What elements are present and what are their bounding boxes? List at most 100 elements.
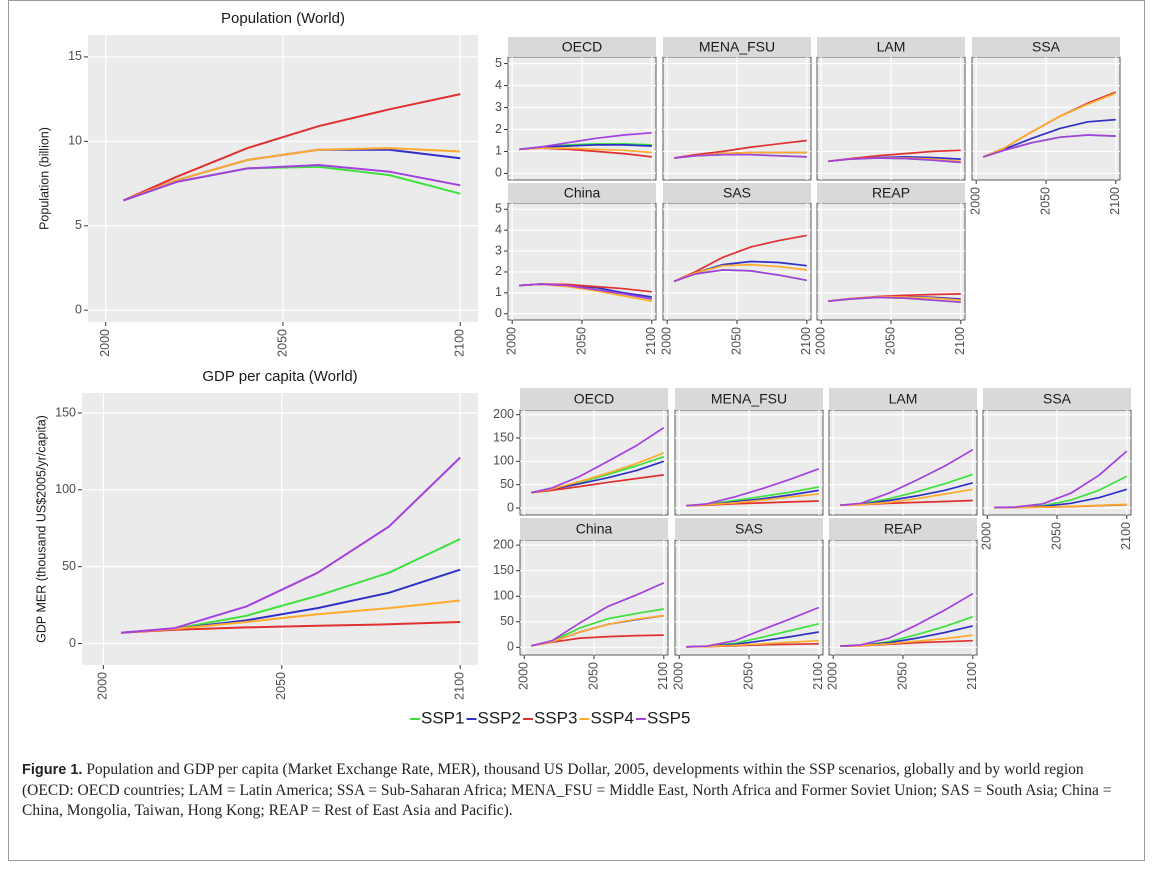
- x-tick-label: 2100: [452, 672, 466, 700]
- x-tick-label: 2000: [813, 327, 827, 355]
- x-tick-label: 2000: [671, 662, 685, 690]
- caption-label: Figure 1.: [22, 762, 83, 778]
- y-tick-label: 100: [55, 482, 76, 496]
- strip: [972, 37, 1120, 57]
- series-line: [123, 147, 461, 202]
- series-line: [982, 134, 1116, 158]
- series-line: [531, 426, 665, 494]
- strip-label: OECD: [574, 391, 614, 407]
- x-tick-label: 2000: [96, 672, 110, 700]
- series-line: [123, 164, 461, 202]
- y-tick-label: 10: [68, 134, 82, 148]
- series-line: [686, 606, 820, 648]
- series-line: [982, 92, 1117, 158]
- strip: [829, 388, 977, 410]
- series-line: [530, 582, 665, 647]
- series-line: [674, 139, 807, 159]
- strip: [675, 518, 823, 540]
- caption: Figure 1. Population and GDP per capita …: [22, 760, 1134, 822]
- x-tick-label: 2050: [274, 672, 288, 700]
- strip: [829, 518, 977, 540]
- figure-frame: [8, 0, 1145, 861]
- x-tick-label: 2100: [656, 662, 670, 690]
- series-line: [519, 147, 652, 154]
- y-tick-label: 3: [495, 243, 502, 257]
- x-tick-label: 2000: [516, 662, 530, 690]
- strip-label: China: [576, 521, 613, 537]
- y-tick-label: 5: [75, 218, 82, 232]
- x-tick-label: 2000: [98, 329, 112, 357]
- y-tick-label: 100: [493, 454, 514, 468]
- series-line: [121, 456, 461, 634]
- y-tick-label: 150: [493, 430, 514, 444]
- chart-title: GDP per capita (World): [202, 368, 357, 385]
- series-line: [840, 488, 973, 507]
- y-tick-label: 100: [493, 589, 514, 603]
- y-axis-label: Population (billion): [37, 127, 51, 230]
- x-tick-label: 2100: [1119, 522, 1133, 550]
- series-line: [531, 474, 664, 494]
- x-tick-label: 2100: [453, 329, 467, 357]
- x-tick-label: 2100: [644, 327, 658, 355]
- strip: [520, 518, 668, 540]
- series-line: [840, 592, 974, 647]
- series-line: [828, 296, 961, 304]
- y-tick-label: 1: [495, 144, 502, 158]
- y-tick-label: 50: [500, 614, 514, 628]
- y-tick-label: 200: [493, 537, 514, 551]
- strip-label: MENA_FSU: [699, 39, 775, 55]
- strip-label: REAP: [884, 521, 922, 537]
- strip: [817, 37, 965, 57]
- x-tick-label: 2050: [729, 327, 743, 355]
- y-tick-label: 15: [68, 49, 82, 63]
- series-line: [519, 283, 652, 300]
- x-tick-label: 2050: [883, 327, 897, 355]
- y-tick-label: 50: [62, 559, 76, 573]
- y-tick-label: 5: [495, 56, 502, 70]
- series-line: [519, 131, 652, 151]
- y-tick-label: 0: [75, 302, 82, 316]
- chart-title: Population (World): [221, 10, 345, 27]
- x-tick-label: 2100: [953, 327, 967, 355]
- strip-label: China: [564, 185, 601, 201]
- x-tick-label: 2100: [1108, 187, 1122, 215]
- y-tick-label: 150: [493, 563, 514, 577]
- strip: [663, 37, 811, 57]
- series-line: [828, 157, 961, 164]
- y-tick-label: 0: [507, 500, 514, 514]
- caption-text: Population and GDP per capita (Market Ex…: [22, 761, 1112, 819]
- strip-label: LAM: [877, 39, 906, 55]
- x-tick-label: 2100: [799, 327, 813, 355]
- y-tick-label: 4: [495, 222, 502, 236]
- strip-label: LAM: [889, 391, 918, 407]
- x-tick-label: 2000: [504, 327, 518, 355]
- y-tick-label: 5: [495, 202, 502, 216]
- strip: [675, 388, 823, 410]
- legend-label: SSP4: [590, 708, 633, 727]
- y-tick-label: 3: [495, 100, 502, 114]
- x-tick-label: 2050: [574, 327, 588, 355]
- legend-label: SSP3: [534, 708, 577, 727]
- y-tick-label: 0: [69, 636, 76, 650]
- strip-label: SAS: [735, 521, 763, 537]
- x-tick-label: 2050: [1049, 522, 1063, 550]
- strip: [508, 183, 656, 203]
- series-line: [673, 269, 807, 283]
- strip-label: SAS: [723, 185, 751, 201]
- x-tick-label: 2000: [968, 187, 982, 215]
- y-tick-label: 0: [495, 166, 502, 180]
- strip: [983, 388, 1131, 410]
- y-tick-label: 4: [495, 78, 502, 92]
- series-line: [840, 448, 974, 507]
- x-tick-label: 2050: [1038, 187, 1052, 215]
- y-tick-label: 50: [500, 477, 514, 491]
- y-tick-label: 150: [55, 405, 76, 419]
- series-line: [686, 468, 820, 507]
- x-tick-label: 2050: [586, 662, 600, 690]
- y-tick-label: 1: [495, 285, 502, 299]
- y-tick-label: 2: [495, 122, 502, 136]
- strip: [817, 183, 965, 203]
- y-tick-label: 2: [495, 264, 502, 278]
